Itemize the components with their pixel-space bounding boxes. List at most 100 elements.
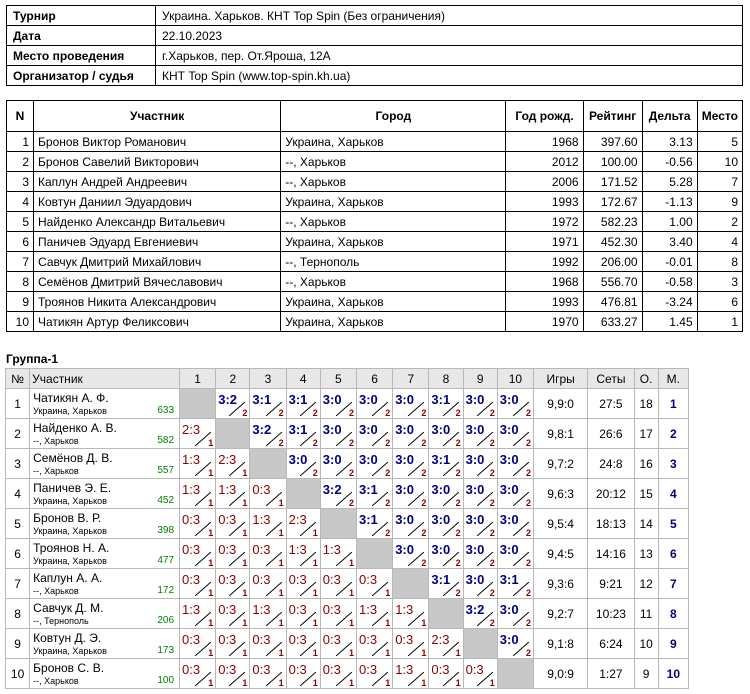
match-result-cell: 3:0 2 (319, 388, 358, 419)
grid-player-rating: 557 (157, 465, 175, 476)
match-points: 2 (525, 438, 531, 448)
slash-mark (512, 492, 529, 506)
match-result-cell: 0:3 1 (179, 628, 217, 659)
participant-name: Паничев Эдуард Евгениевич (33, 231, 282, 252)
match-result-cell: 3:2 2 (249, 418, 287, 449)
match-result-cell: 0:3 1 (249, 628, 287, 659)
grid-player-rating: 172 (157, 585, 175, 596)
match-points: 2 (385, 468, 391, 478)
grid-player-cell: Найденко А. В. --, Харьков 582 (29, 418, 181, 449)
match-points: 1 (348, 678, 354, 688)
grid-games: 9,8:1 (532, 418, 589, 449)
participant-rating: 476.81 (582, 291, 643, 312)
slash-mark (372, 462, 389, 476)
participant-year: 1968 (505, 271, 584, 292)
match-points: 2 (525, 558, 531, 568)
slash-mark (476, 552, 493, 566)
match-score: 1:3 (359, 602, 378, 617)
match-result-cell: 0:3 1 (249, 568, 287, 599)
slash-mark (195, 672, 212, 686)
match-result-cell: 0:3 1 (285, 628, 321, 659)
slash-mark (372, 672, 389, 686)
slash-mark (336, 642, 352, 656)
match-score: 1:3 (182, 602, 201, 617)
grid-row-num: 1 (4, 388, 31, 419)
participant-city: --, Харьков (280, 171, 507, 192)
participant-place: 6 (696, 291, 744, 312)
match-result-cell: 3:0 2 (462, 418, 498, 449)
participant-year: 1971 (505, 231, 584, 252)
match-score: 3:0 (465, 422, 485, 437)
grid-sets: 1:27 (587, 658, 635, 689)
slash-mark (408, 612, 425, 626)
grid-sets: 18:13 (587, 508, 635, 539)
match-result-cell: 3:0 2 (462, 478, 498, 509)
grid-sets: 24:8 (587, 448, 635, 479)
match-points: 2 (455, 468, 461, 478)
match-score: 3:0 (359, 422, 378, 437)
header-year: Год рожд. (505, 100, 584, 132)
participant-place: 1 (696, 311, 744, 332)
participant-row: 1 Бронов Виктор Романович Украина, Харьков… (5, 131, 744, 152)
match-score: 0:3 (322, 662, 341, 677)
match-result-cell: 3:2 2 (215, 388, 251, 419)
match-score: 3:1 (431, 452, 451, 467)
info-row: Турнир Украина. Харьков. КНТ Top Spin (Бе… (6, 5, 743, 26)
slash-mark (229, 642, 246, 656)
match-result-cell: 0:3 1 (319, 628, 358, 659)
match-points: 1 (278, 558, 284, 568)
info-row: Организатор / судья КНТ Top Spin (www.top… (6, 65, 743, 86)
match-score: 3:0 (465, 392, 485, 407)
grid-place: 7 (657, 568, 690, 599)
grid-place: 5 (657, 508, 690, 539)
match-score: 2:3 (431, 632, 450, 647)
grid-place: 1 (657, 388, 690, 419)
match-result-cell: 3:0 2 (355, 418, 394, 449)
info-row: Место проведения г.Харьков, пер. От.Яроша… (6, 45, 743, 66)
match-result-cell: 1:3 1 (249, 598, 287, 629)
match-points: 1 (421, 678, 427, 688)
grid-row-num: 3 (4, 448, 31, 479)
match-points: 2 (489, 408, 495, 418)
match-result-cell: 3:1 2 (428, 388, 464, 419)
grid-row-num: 2 (4, 418, 31, 449)
match-result-cell: 3:1 2 (355, 478, 394, 509)
participant-number: 9 (5, 291, 35, 312)
match-score: 3:0 (499, 542, 519, 557)
grid-player-cell: Савчук Д. М. --, Тернополь 206 (29, 598, 181, 629)
match-score: 3:0 (431, 512, 451, 527)
slash-mark (265, 672, 282, 686)
match-result-cell: 0:3 1 (215, 508, 251, 539)
match-points: 1 (278, 528, 284, 538)
match-points: 2 (489, 558, 495, 568)
slash-mark (372, 582, 389, 596)
grid-sets: 10:23 (587, 598, 635, 629)
grid-player-rating: 173 (157, 645, 175, 656)
match-result-cell: 0:3 1 (179, 538, 217, 569)
match-points: 2 (455, 558, 461, 568)
match-score: 3:0 (395, 452, 414, 467)
match-points: 2 (312, 408, 318, 418)
slash-mark (476, 522, 493, 536)
participant-year: 1993 (505, 191, 584, 212)
slash-mark (442, 402, 459, 416)
match-result-cell: 3:2 2 (319, 478, 358, 509)
match-score: 3:0 (499, 512, 519, 527)
match-points: 2 (421, 408, 427, 418)
slash-mark (476, 462, 493, 476)
grid-header-num: № (4, 368, 31, 389)
grid-points: 10 (633, 628, 659, 659)
match-score: 3:0 (395, 392, 414, 407)
grid-diagonal-cell (355, 538, 394, 569)
match-points: 1 (208, 648, 214, 658)
participant-number: 1 (5, 131, 35, 152)
grid-player-cell: Каплун А. А. --, Харьков 172 (29, 568, 181, 599)
grid-diagonal-cell (319, 508, 358, 539)
match-points: 2 (489, 468, 495, 478)
slash-mark (408, 492, 425, 506)
match-points: 1 (242, 528, 248, 538)
match-points: 1 (278, 648, 284, 658)
slash-mark (265, 402, 282, 416)
match-points: 2 (455, 438, 461, 448)
match-result-cell: 3:0 2 (355, 448, 394, 479)
